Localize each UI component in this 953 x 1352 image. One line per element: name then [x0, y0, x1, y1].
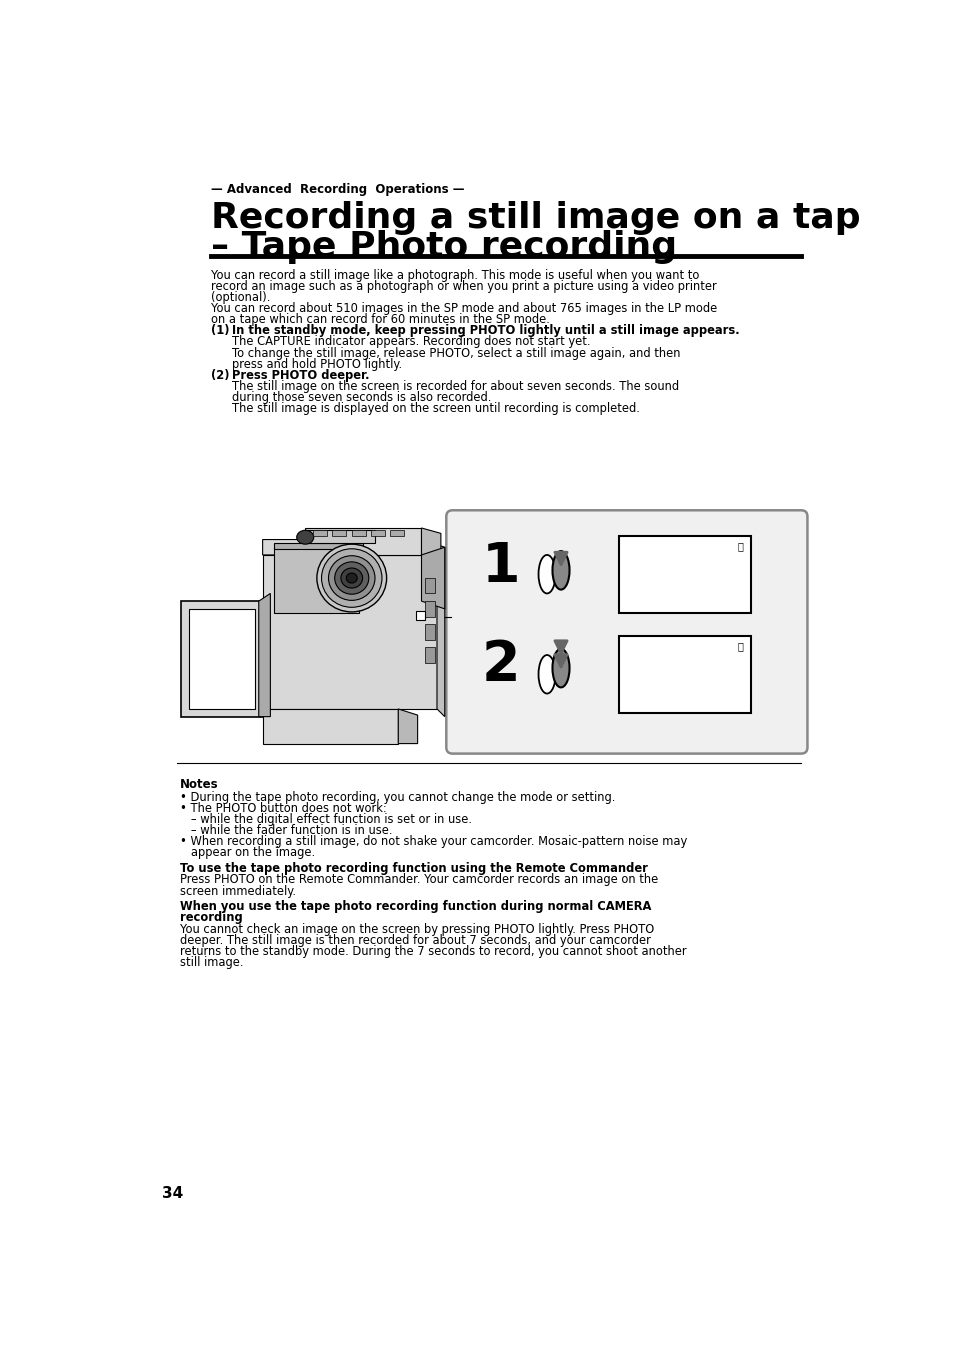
Text: recording: recording	[179, 911, 242, 925]
Bar	[332, 530, 346, 535]
Bar	[390, 530, 404, 535]
Polygon shape	[262, 708, 397, 744]
Text: still image.: still image.	[179, 956, 243, 969]
Polygon shape	[421, 529, 440, 554]
Text: ⎙: ⎙	[737, 541, 742, 552]
Polygon shape	[421, 548, 444, 608]
Text: (optional).: (optional).	[211, 291, 270, 304]
Polygon shape	[305, 530, 375, 544]
Text: on a tape which can record for 60 minutes in the SP mode.: on a tape which can record for 60 minute…	[211, 314, 549, 326]
Polygon shape	[305, 529, 421, 554]
Polygon shape	[262, 539, 436, 554]
Text: • The PHOTO button does not work:: • The PHOTO button does not work:	[179, 802, 386, 815]
Text: screen immediately.: screen immediately.	[179, 884, 295, 898]
Text: You can record a still image like a photograph. This mode is useful when you wan: You can record a still image like a phot…	[211, 269, 699, 281]
Text: – while the fader function is in use.: – while the fader function is in use.	[179, 825, 392, 837]
Bar	[425, 625, 435, 639]
Polygon shape	[274, 544, 363, 549]
Text: Notes: Notes	[179, 779, 218, 791]
Polygon shape	[262, 554, 436, 708]
Text: When you use the tape photo recording function during normal CAMERA: When you use the tape photo recording fu…	[179, 900, 650, 914]
Ellipse shape	[328, 556, 375, 600]
Text: 34: 34	[162, 1186, 183, 1202]
Ellipse shape	[335, 562, 369, 595]
Text: returns to the standby mode. During the 7 seconds to record, you cannot shoot an: returns to the standby mode. During the …	[179, 945, 685, 959]
Text: (1): (1)	[211, 324, 229, 338]
Ellipse shape	[552, 649, 569, 687]
Polygon shape	[397, 708, 417, 744]
Text: during those seven seconds is also recorded.: during those seven seconds is also recor…	[233, 391, 491, 404]
Text: Press PHOTO on the Remote Commander. Your camcorder records an image on the: Press PHOTO on the Remote Commander. You…	[179, 873, 658, 887]
Ellipse shape	[552, 552, 569, 589]
Text: appear on the image.: appear on the image.	[179, 846, 314, 860]
Bar	[425, 579, 435, 594]
Text: 1: 1	[481, 539, 520, 594]
Polygon shape	[189, 608, 254, 708]
FancyBboxPatch shape	[446, 510, 806, 753]
Text: deeper. The still image is then recorded for about 7 seconds, and your camcorder: deeper. The still image is then recorded…	[179, 934, 650, 946]
Ellipse shape	[537, 654, 555, 694]
Bar	[425, 648, 435, 662]
Text: • When recording a still image, do not shake your camcorder. Mosaic-pattern nois: • When recording a still image, do not s…	[179, 836, 686, 848]
Text: 2: 2	[481, 638, 520, 692]
Text: To change the still image, release PHOTO, select a still image again, and then: To change the still image, release PHOTO…	[233, 346, 680, 360]
Text: To use the tape photo recording function using the Remote Commander: To use the tape photo recording function…	[179, 863, 647, 875]
Ellipse shape	[296, 530, 314, 544]
Polygon shape	[274, 548, 359, 612]
Text: In the standby mode, keep pressing PHOTO lightly until a still image appears.: In the standby mode, keep pressing PHOTO…	[233, 324, 740, 338]
Ellipse shape	[340, 568, 362, 588]
Text: press and hold PHOTO lightly.: press and hold PHOTO lightly.	[233, 358, 402, 370]
Bar	[618, 635, 750, 713]
Ellipse shape	[346, 573, 356, 583]
Text: record an image such as a photograph or when you print a picture using a video p: record an image such as a photograph or …	[211, 280, 716, 292]
Bar	[352, 530, 365, 535]
Text: (2): (2)	[211, 369, 229, 383]
Text: You can record about 510 images in the SP mode and about 765 images in the LP mo: You can record about 510 images in the S…	[211, 301, 717, 315]
Polygon shape	[258, 594, 270, 717]
Text: • During the tape photo recording, you cannot change the mode or setting.: • During the tape photo recording, you c…	[179, 791, 615, 803]
Bar	[618, 535, 750, 612]
Text: You cannot check an image on the screen by pressing PHOTO lightly. Press PHOTO: You cannot check an image on the screen …	[179, 922, 653, 936]
Ellipse shape	[321, 549, 381, 607]
Ellipse shape	[316, 544, 386, 612]
Text: The CAPTURE indicator appears. Recording does not start yet.: The CAPTURE indicator appears. Recording…	[233, 335, 590, 349]
Text: – Tape Photo recording: – Tape Photo recording	[211, 230, 676, 264]
Text: ⎙: ⎙	[737, 642, 742, 652]
Bar	[416, 611, 425, 621]
Polygon shape	[181, 602, 262, 717]
Polygon shape	[421, 539, 444, 717]
Ellipse shape	[537, 554, 555, 594]
Text: The still image on the screen is recorded for about seven seconds. The sound: The still image on the screen is recorde…	[233, 380, 679, 393]
Bar	[425, 602, 435, 617]
Text: – while the digital effect function is set or in use.: – while the digital effect function is s…	[179, 813, 471, 826]
Text: Press PHOTO deeper.: Press PHOTO deeper.	[233, 369, 370, 383]
Bar	[313, 530, 327, 535]
Text: The still image is displayed on the screen until recording is completed.: The still image is displayed on the scre…	[233, 403, 639, 415]
Text: — Advanced  Recording  Operations —: — Advanced Recording Operations —	[211, 183, 464, 196]
Bar	[371, 530, 385, 535]
Text: Recording a still image on a tape: Recording a still image on a tape	[211, 200, 883, 235]
